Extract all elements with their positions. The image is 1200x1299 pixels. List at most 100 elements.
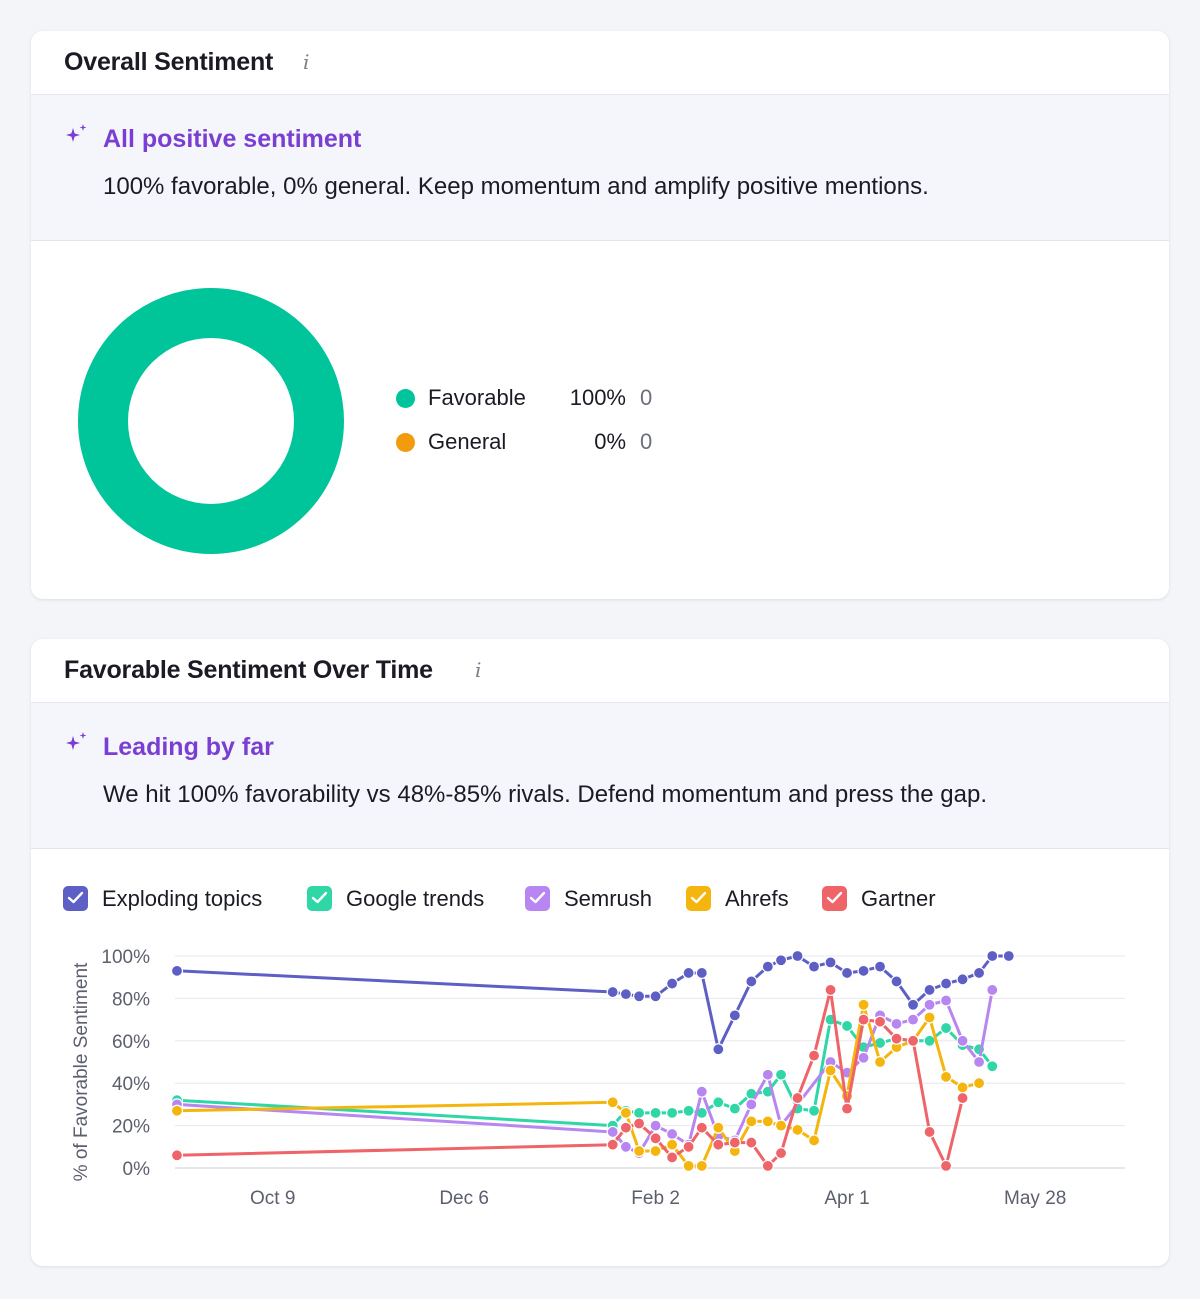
- checkbox-icon[interactable]: [525, 886, 550, 911]
- data-point-ahrefs[interactable]: [712, 1121, 725, 1134]
- data-point-semrush[interactable]: [906, 1013, 920, 1026]
- data-point-exploding-topics[interactable]: [695, 966, 708, 980]
- data-point-exploding-topics[interactable]: [728, 1009, 741, 1022]
- info-icon[interactable]: i: [303, 50, 310, 74]
- data-point-semrush[interactable]: [986, 983, 999, 997]
- data-point-ahrefs[interactable]: [873, 1055, 887, 1069]
- data-point-semrush[interactable]: [695, 1085, 708, 1098]
- data-point-gartner[interactable]: [873, 1015, 887, 1028]
- data-point-google-trends[interactable]: [632, 1106, 646, 1119]
- data-point-semrush[interactable]: [745, 1098, 758, 1111]
- data-point-exploding-topics[interactable]: [986, 949, 999, 963]
- data-point-gartner[interactable]: [619, 1121, 632, 1134]
- data-point-exploding-topics[interactable]: [857, 964, 870, 977]
- data-point-exploding-topics[interactable]: [619, 988, 632, 1001]
- data-point-ahrefs[interactable]: [807, 1134, 821, 1147]
- data-point-ahrefs[interactable]: [923, 1011, 936, 1024]
- data-point-google-trends[interactable]: [939, 1021, 953, 1035]
- checkbox-icon[interactable]: [822, 886, 847, 911]
- data-point-exploding-topics[interactable]: [745, 975, 758, 988]
- data-point-gartner[interactable]: [632, 1117, 646, 1130]
- data-point-exploding-topics[interactable]: [972, 966, 986, 980]
- data-point-gartner[interactable]: [956, 1091, 969, 1105]
- donut-segment-favorable[interactable]: [78, 288, 344, 554]
- data-point-exploding-topics[interactable]: [824, 956, 837, 969]
- data-point-semrush[interactable]: [890, 1017, 903, 1030]
- data-point-exploding-topics[interactable]: [873, 960, 887, 973]
- data-point-gartner[interactable]: [807, 1049, 821, 1062]
- data-point-google-trends[interactable]: [807, 1104, 821, 1117]
- data-point-gartner[interactable]: [745, 1136, 758, 1149]
- data-point-gartner[interactable]: [728, 1136, 741, 1149]
- data-point-ahrefs[interactable]: [170, 1104, 184, 1117]
- data-point-exploding-topics[interactable]: [712, 1043, 725, 1056]
- data-point-ahrefs[interactable]: [632, 1144, 646, 1158]
- data-point-exploding-topics[interactable]: [666, 977, 679, 990]
- data-point-ahrefs[interactable]: [939, 1070, 953, 1083]
- data-point-semrush[interactable]: [939, 994, 953, 1007]
- data-point-gartner[interactable]: [890, 1032, 903, 1045]
- data-point-semrush[interactable]: [923, 998, 936, 1011]
- data-point-google-trends[interactable]: [923, 1034, 936, 1047]
- data-point-exploding-topics[interactable]: [1002, 949, 1015, 963]
- data-point-ahrefs[interactable]: [606, 1096, 619, 1109]
- data-point-gartner[interactable]: [906, 1034, 920, 1047]
- data-point-semrush[interactable]: [666, 1127, 679, 1141]
- data-point-exploding-topics[interactable]: [807, 960, 821, 973]
- data-point-semrush[interactable]: [619, 1140, 632, 1153]
- data-point-exploding-topics[interactable]: [791, 949, 804, 963]
- data-point-exploding-topics[interactable]: [632, 990, 646, 1003]
- data-point-ahrefs[interactable]: [745, 1115, 758, 1128]
- data-point-gartner[interactable]: [923, 1125, 936, 1139]
- data-point-gartner[interactable]: [666, 1151, 679, 1164]
- data-point-gartner[interactable]: [682, 1140, 695, 1153]
- data-point-exploding-topics[interactable]: [774, 954, 788, 967]
- data-point-exploding-topics[interactable]: [761, 960, 774, 973]
- data-point-semrush[interactable]: [606, 1125, 619, 1139]
- data-point-ahrefs[interactable]: [857, 998, 870, 1011]
- data-point-ahrefs[interactable]: [824, 1064, 837, 1077]
- data-point-gartner[interactable]: [791, 1091, 804, 1105]
- data-point-exploding-topics[interactable]: [906, 998, 920, 1011]
- checkbox-icon[interactable]: [63, 886, 88, 911]
- data-point-gartner[interactable]: [939, 1159, 953, 1172]
- data-point-exploding-topics[interactable]: [890, 975, 903, 988]
- data-point-ahrefs[interactable]: [956, 1081, 969, 1094]
- checkbox-icon[interactable]: [686, 886, 711, 911]
- data-point-google-trends[interactable]: [712, 1096, 725, 1109]
- data-point-semrush[interactable]: [649, 1119, 662, 1132]
- data-point-google-trends[interactable]: [840, 1019, 854, 1033]
- data-point-semrush[interactable]: [857, 1051, 870, 1064]
- data-point-gartner[interactable]: [606, 1138, 619, 1151]
- data-point-exploding-topics[interactable]: [682, 966, 695, 980]
- data-point-gartner[interactable]: [649, 1132, 662, 1145]
- data-point-ahrefs[interactable]: [791, 1123, 804, 1136]
- data-point-exploding-topics[interactable]: [939, 977, 953, 990]
- data-point-gartner[interactable]: [840, 1102, 854, 1115]
- data-point-ahrefs[interactable]: [972, 1077, 986, 1090]
- data-point-ahrefs[interactable]: [774, 1119, 788, 1132]
- data-point-exploding-topics[interactable]: [606, 985, 619, 999]
- data-point-gartner[interactable]: [170, 1149, 184, 1162]
- data-point-gartner[interactable]: [761, 1159, 774, 1172]
- data-point-exploding-topics[interactable]: [956, 973, 969, 986]
- data-point-ahrefs[interactable]: [695, 1159, 708, 1172]
- data-point-semrush[interactable]: [956, 1034, 969, 1047]
- data-point-google-trends[interactable]: [682, 1104, 695, 1117]
- data-point-google-trends[interactable]: [649, 1106, 662, 1119]
- data-point-ahrefs[interactable]: [649, 1144, 662, 1158]
- data-point-ahrefs[interactable]: [761, 1115, 774, 1128]
- data-point-ahrefs[interactable]: [682, 1159, 695, 1172]
- checkbox-icon[interactable]: [307, 886, 332, 911]
- data-point-google-trends[interactable]: [666, 1106, 679, 1119]
- data-point-ahrefs[interactable]: [619, 1106, 632, 1119]
- data-point-gartner[interactable]: [824, 983, 837, 997]
- data-point-semrush[interactable]: [972, 1055, 986, 1069]
- data-point-exploding-topics[interactable]: [170, 964, 184, 977]
- data-point-gartner[interactable]: [695, 1121, 708, 1134]
- data-point-ahrefs[interactable]: [666, 1138, 679, 1151]
- data-point-google-trends[interactable]: [728, 1102, 741, 1115]
- data-point-exploding-topics[interactable]: [840, 966, 854, 980]
- data-point-semrush[interactable]: [761, 1068, 774, 1081]
- data-point-google-trends[interactable]: [774, 1068, 788, 1081]
